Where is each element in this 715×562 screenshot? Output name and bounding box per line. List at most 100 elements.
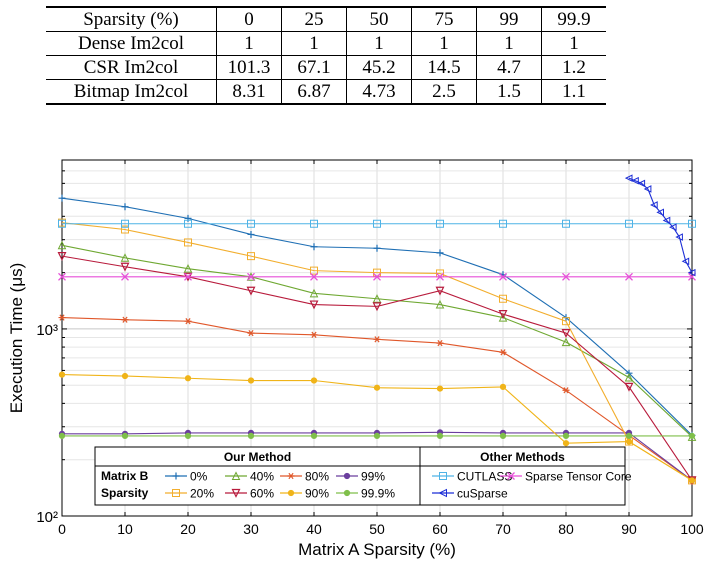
data-point xyxy=(499,219,507,228)
data-point xyxy=(58,314,66,321)
marker-shape xyxy=(656,208,664,217)
marker-shape xyxy=(436,432,444,440)
marker-shape xyxy=(562,440,570,447)
data-point xyxy=(310,331,318,338)
legend-label: Sparse Tensor Core xyxy=(525,470,632,484)
data-point xyxy=(656,208,664,217)
marker-shape xyxy=(310,377,318,384)
data-point xyxy=(436,432,444,440)
data-point xyxy=(562,432,570,440)
table-cell: 1 xyxy=(346,31,412,56)
marker-shape xyxy=(436,219,444,228)
data-point xyxy=(172,489,180,497)
table-cell: 1.2 xyxy=(541,55,606,80)
data-point xyxy=(183,264,193,273)
data-point xyxy=(668,223,677,231)
data-point xyxy=(439,472,447,480)
table-cell: 1 xyxy=(476,31,542,56)
series-cusparse xyxy=(624,174,696,277)
data-point xyxy=(172,472,180,480)
data-point xyxy=(561,337,571,347)
data-point xyxy=(499,294,507,303)
legend-label: 80% xyxy=(305,470,329,484)
data-point xyxy=(57,252,67,261)
data-point xyxy=(499,432,507,440)
marker-shape xyxy=(436,385,444,392)
marker-shape xyxy=(499,383,507,391)
legend-label: 20% xyxy=(190,487,214,501)
data-point xyxy=(562,272,570,281)
marker-shape xyxy=(184,318,192,325)
data-point xyxy=(373,272,381,281)
table-cell: 101.3 xyxy=(216,55,282,80)
marker-shape xyxy=(499,432,507,440)
data-point xyxy=(231,488,241,498)
data-point xyxy=(688,432,696,440)
data-point xyxy=(310,219,318,228)
marker-shape xyxy=(688,432,696,440)
data-point xyxy=(57,240,67,250)
legend-title-other: Other Methods xyxy=(480,450,565,464)
legend-label: 60% xyxy=(250,487,274,501)
data-point xyxy=(121,432,129,440)
legend-label: 99% xyxy=(361,470,385,484)
x-tick-label: 10 xyxy=(117,521,133,537)
marker-shape xyxy=(58,194,66,202)
marker-shape xyxy=(247,219,255,228)
data-point xyxy=(499,349,507,356)
data-point xyxy=(310,377,318,384)
data-point xyxy=(121,272,129,281)
marker-shape xyxy=(231,488,241,498)
marker-shape xyxy=(184,238,192,247)
marker-shape xyxy=(561,329,571,338)
x-tick-label: 0 xyxy=(58,521,66,537)
marker-shape xyxy=(120,262,130,272)
table-cell: 99 xyxy=(476,6,542,32)
data-point xyxy=(247,272,255,281)
data-point xyxy=(436,249,444,257)
data-point xyxy=(561,329,571,338)
data-point xyxy=(184,318,192,325)
data-point xyxy=(121,219,129,228)
marker-shape xyxy=(58,314,66,321)
legend: Our Method Other Methods Matrix B Sparsity 0… xyxy=(94,446,632,506)
marker-shape xyxy=(310,272,318,281)
data-point xyxy=(435,286,445,296)
table-cell: 1 xyxy=(541,31,606,56)
marker-shape xyxy=(58,272,66,281)
table-cell: 2.5 xyxy=(411,79,477,105)
data-point xyxy=(436,339,444,347)
marker-shape xyxy=(499,349,507,356)
marker-shape xyxy=(120,253,130,262)
marker-shape xyxy=(373,219,381,228)
x-tick-label: 50 xyxy=(369,521,385,537)
marker-shape xyxy=(562,387,570,394)
data-point xyxy=(184,272,192,281)
data-point xyxy=(436,219,444,228)
marker-shape xyxy=(310,331,318,338)
y-tick-label: 10² xyxy=(36,509,58,526)
data-point xyxy=(310,432,318,440)
marker-shape xyxy=(57,252,67,261)
sparsity-table: Sparsity (%) 0 25 50 75 99 99.9 Dense Im… xyxy=(46,6,606,105)
legend-group-label: Sparsity xyxy=(101,486,149,500)
marker-shape xyxy=(562,317,570,326)
marker-shape xyxy=(438,488,447,498)
data-point xyxy=(625,219,633,228)
legend-item: 40% xyxy=(225,470,274,484)
legend-item: 20% xyxy=(165,487,214,501)
data-point xyxy=(343,489,351,497)
data-point xyxy=(309,300,319,310)
data-point xyxy=(184,238,192,247)
data-point xyxy=(631,176,639,185)
marker-shape xyxy=(58,371,66,378)
marker-shape xyxy=(184,272,192,281)
data-point xyxy=(121,203,129,211)
marker-shape xyxy=(507,472,515,480)
legend-item: cuSparse xyxy=(432,487,508,501)
legend-item: 60% xyxy=(225,487,274,501)
marker-shape xyxy=(184,432,192,440)
table-cell: 8.31 xyxy=(216,79,282,105)
data-point xyxy=(184,432,192,440)
table-cell: 67.1 xyxy=(281,55,347,80)
